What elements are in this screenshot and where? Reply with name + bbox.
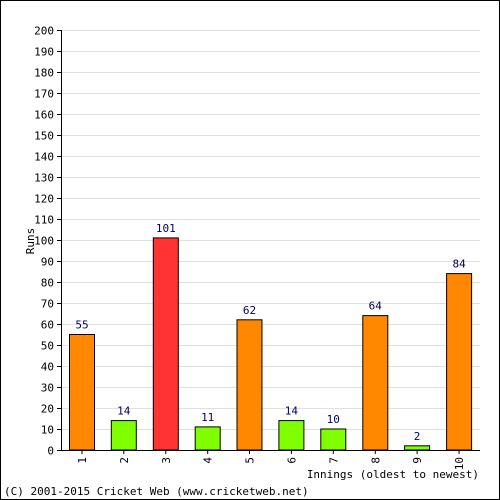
- y-tick-label: 160: [34, 109, 54, 122]
- bar-value-label: 11: [201, 411, 214, 424]
- y-tick-label: 50: [41, 340, 54, 353]
- y-tick-label: 10: [41, 424, 54, 437]
- bar: [278, 420, 305, 451]
- copyright-text: (C) 2001-2015 Cricket Web (www.cricketwe…: [4, 485, 309, 498]
- x-tick-label: 4: [202, 457, 215, 464]
- bar: [69, 334, 95, 451]
- y-tick-label: 100: [34, 235, 54, 248]
- y-tick-label: 190: [34, 46, 54, 59]
- bar-value-label: 64: [369, 300, 383, 313]
- y-tick-label: 80: [41, 277, 54, 290]
- y-tick-label: 70: [41, 298, 54, 311]
- bar-value-label: 84: [452, 258, 466, 271]
- bar-value-label: 14: [285, 405, 299, 418]
- y-tick-label: 150: [34, 130, 54, 143]
- x-tick-label: 8: [369, 457, 382, 464]
- x-tick-label: 9: [411, 457, 424, 464]
- bar: [446, 273, 473, 451]
- bar-value-label: 55: [75, 319, 88, 332]
- bar-value-label: 62: [243, 304, 256, 317]
- x-tick-label: 6: [285, 457, 298, 464]
- x-tick-label: 10: [453, 457, 466, 470]
- bar: [236, 319, 263, 451]
- bar: [194, 426, 221, 451]
- bars: [69, 237, 473, 451]
- y-axis-title: Runs: [24, 228, 37, 255]
- x-tick-label: 3: [160, 457, 173, 464]
- bar-value-label: 10: [327, 413, 340, 426]
- x-axis-title: Innings (oldest to newest): [307, 468, 479, 481]
- y-tick-label: 110: [34, 214, 54, 227]
- x-tick-label: 7: [327, 457, 340, 464]
- bar: [152, 237, 179, 451]
- y-tick-label: 0: [47, 445, 54, 458]
- bar-value-label: 101: [156, 222, 176, 235]
- x-tick-label: 1: [76, 457, 89, 464]
- bar-value-label: 2: [414, 430, 421, 443]
- bar: [404, 445, 431, 451]
- bar: [110, 420, 137, 451]
- bar: [320, 428, 347, 451]
- y-tick-label: 130: [34, 172, 54, 185]
- y-tick-label: 140: [34, 151, 54, 164]
- y-tick-label: 60: [41, 319, 54, 332]
- y-tick-label: 40: [41, 361, 54, 374]
- y-tick-label: 20: [41, 403, 54, 416]
- x-tick-label: 5: [244, 457, 257, 464]
- gridlines: [61, 30, 480, 430]
- y-axis-ticks: 0 10 20 30 40 50 60 70 80 90 100 110 120 130 140 150 160…: [34, 25, 61, 458]
- x-axis-ticks: 1 2 3 4 5 6 7 8 9 10: [76, 450, 466, 470]
- bar: [362, 315, 389, 451]
- value-labels: 55 14 101 11 62 14 10 64 2 84: [75, 222, 466, 443]
- y-tick-label: 30: [41, 382, 54, 395]
- y-tick-label: 180: [34, 67, 54, 80]
- y-tick-label: 90: [41, 256, 54, 269]
- bar-value-label: 14: [117, 405, 131, 418]
- y-tick-label: 200: [34, 25, 54, 38]
- y-tick-label: 120: [34, 193, 54, 206]
- y-tick-label: 170: [34, 88, 54, 101]
- x-tick-label: 2: [118, 457, 131, 464]
